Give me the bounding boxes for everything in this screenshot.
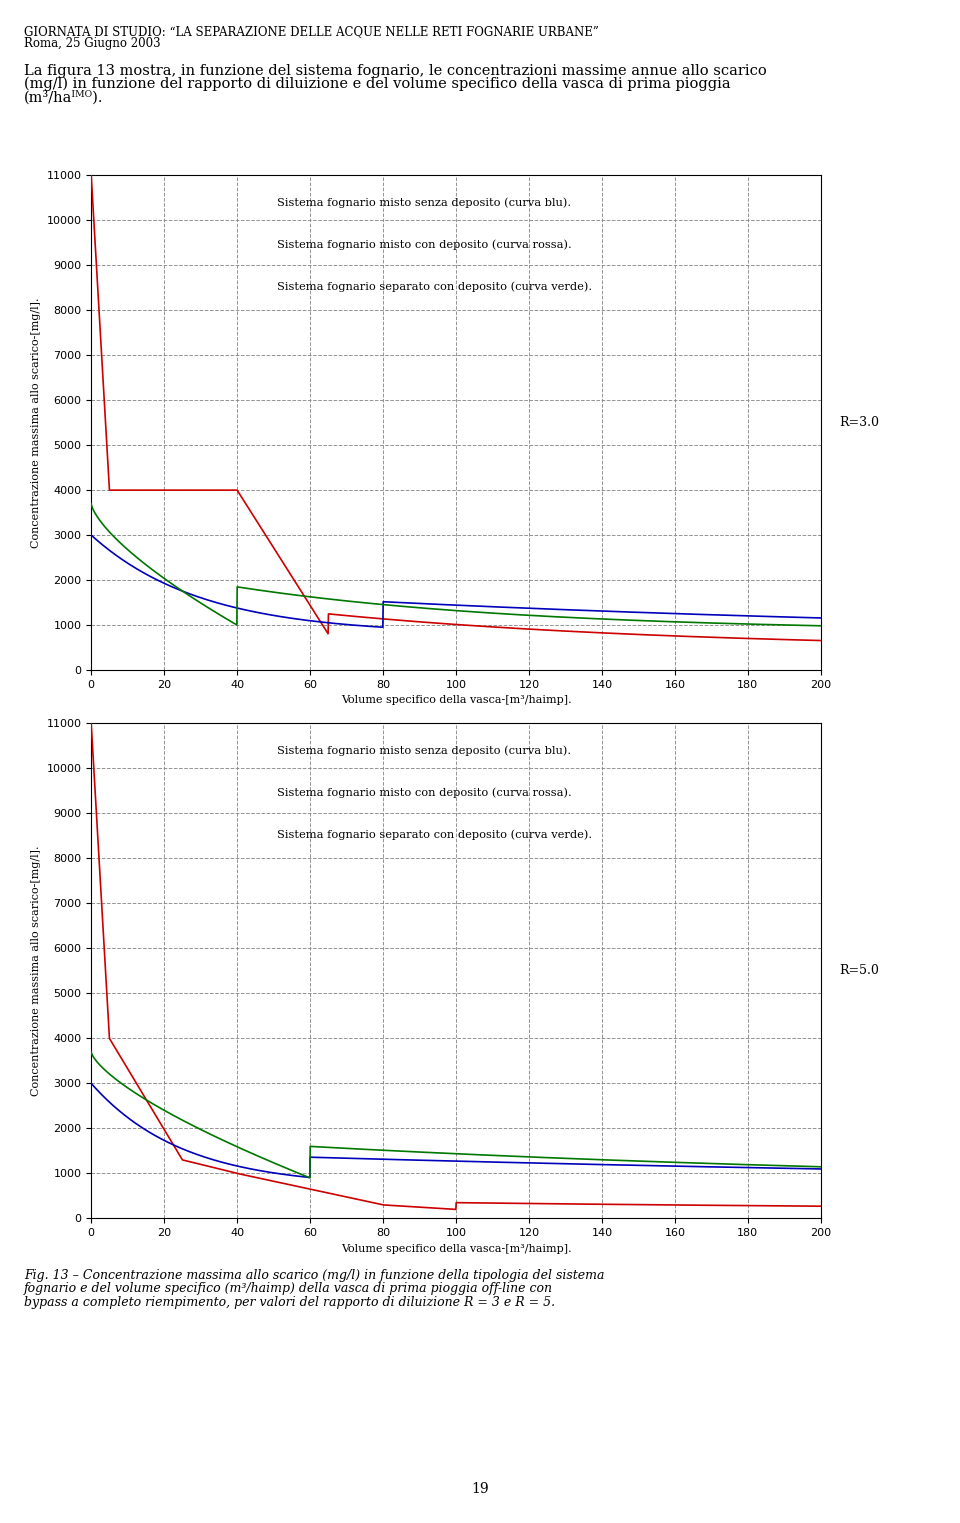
Text: Sistema fognario misto senza deposito (curva blu).: Sistema fognario misto senza deposito (c… bbox=[277, 746, 571, 757]
Text: Sistema fognario misto con deposito (curva rossa).: Sistema fognario misto con deposito (cur… bbox=[277, 239, 572, 250]
Text: La figura 13 mostra, in funzione del sistema fognario, le concentrazioni massime: La figura 13 mostra, in funzione del sis… bbox=[24, 64, 767, 78]
X-axis label: Volume specifico della vasca-[m³/haimp].: Volume specifico della vasca-[m³/haimp]. bbox=[341, 696, 571, 705]
Text: Sistema fognario misto con deposito (curva rossa).: Sistema fognario misto con deposito (cur… bbox=[277, 787, 572, 798]
Text: Fig. 13 – Concentrazione massima allo scarico (mg/l) in funzione della tipologia: Fig. 13 – Concentrazione massima allo sc… bbox=[24, 1269, 605, 1282]
Text: Sistema fognario separato con deposito (curva verde).: Sistema fognario separato con deposito (… bbox=[277, 282, 592, 292]
Text: 19: 19 bbox=[471, 1482, 489, 1497]
Y-axis label: Concentrazione massima allo scarico-[mg/l].: Concentrazione massima allo scarico-[mg/… bbox=[31, 297, 41, 548]
Text: (mg/l) in funzione del rapporto di diluizione e del volume specifico della vasca: (mg/l) in funzione del rapporto di dilui… bbox=[24, 76, 731, 91]
Text: Sistema fognario misto senza deposito (curva blu).: Sistema fognario misto senza deposito (c… bbox=[277, 198, 571, 209]
Text: Sistema fognario separato con deposito (curva verde).: Sistema fognario separato con deposito (… bbox=[277, 830, 592, 841]
X-axis label: Volume specifico della vasca-[m³/haimp].: Volume specifico della vasca-[m³/haimp]. bbox=[341, 1244, 571, 1253]
Text: (m³/haᴵᴹᴼ).: (m³/haᴵᴹᴼ). bbox=[24, 90, 104, 104]
Text: R=3.0: R=3.0 bbox=[839, 416, 879, 429]
Text: fognario e del volume specifico (m³/haimp) della vasca di prima pioggia off-line: fognario e del volume specifico (m³/haim… bbox=[24, 1282, 553, 1296]
Text: bypass a completo riempimento, per valori del rapporto di diluizione R = 3 e R =: bypass a completo riempimento, per valor… bbox=[24, 1296, 555, 1310]
Text: R=5.0: R=5.0 bbox=[839, 964, 879, 978]
Text: GIORNATA DI STUDIO: “LA SEPARAZIONE DELLE ACQUE NELLE RETI FOGNARIE URBANE”: GIORNATA DI STUDIO: “LA SEPARAZIONE DELL… bbox=[24, 26, 599, 38]
Y-axis label: Concentrazione massima allo scarico-[mg/l].: Concentrazione massima allo scarico-[mg/… bbox=[31, 845, 41, 1097]
Text: Roma, 25 Giugno 2003: Roma, 25 Giugno 2003 bbox=[24, 38, 160, 50]
